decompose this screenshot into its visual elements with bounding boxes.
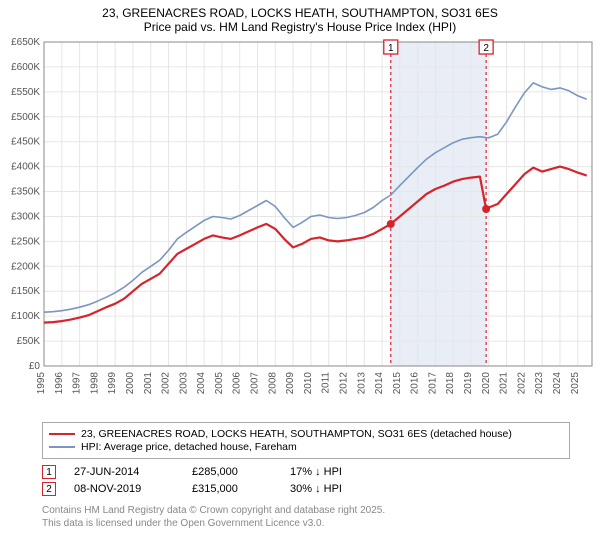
legend-swatch bbox=[49, 446, 75, 448]
annotation-diff: 30% ↓ HPI bbox=[290, 483, 380, 495]
chart-container: 23, GREENACRES ROAD, LOCKS HEATH, SOUTHA… bbox=[0, 0, 600, 530]
line-chart-svg: £0 £50K £100K £150K £200K £250K £300K £350K £400… bbox=[0, 36, 600, 416]
x-tick-label: 2017 bbox=[427, 372, 438, 395]
y-tick-label: £350K bbox=[11, 187, 40, 198]
x-tick-label: 2016 bbox=[410, 372, 421, 395]
y-tick-label: £500K bbox=[11, 112, 40, 123]
x-tick-label: 2022 bbox=[516, 372, 527, 395]
x-tick-label: 2024 bbox=[552, 372, 563, 395]
x-tick-label: 2004 bbox=[196, 372, 207, 395]
footer-line-1: Contains HM Land Registry data © Crown c… bbox=[42, 504, 570, 517]
x-tick-label: 1996 bbox=[54, 372, 65, 395]
x-tick-label: 2015 bbox=[392, 372, 403, 395]
x-tick-label: 2002 bbox=[161, 372, 172, 395]
y-tick-label: £50K bbox=[17, 336, 41, 347]
annotation-price: £285,000 bbox=[192, 466, 272, 478]
x-tick-label: 2006 bbox=[232, 372, 243, 395]
x-tick-label: 2013 bbox=[356, 372, 367, 395]
x-tick-label: 2003 bbox=[178, 372, 189, 395]
plot-area: £0 £50K £100K £150K £200K £250K £300K £350K £400… bbox=[0, 36, 600, 416]
x-tick-label: 2021 bbox=[499, 372, 510, 395]
series-marker bbox=[482, 205, 490, 213]
legend: 23, GREENACRES ROAD, LOCKS HEATH, SOUTHA… bbox=[42, 422, 570, 459]
annotation-price: £315,000 bbox=[192, 483, 272, 495]
x-tick-label: 1995 bbox=[36, 372, 47, 395]
x-tick-label: 2007 bbox=[250, 372, 261, 395]
x-tick-label: 2014 bbox=[374, 372, 385, 395]
x-tick-label: 2025 bbox=[570, 372, 581, 395]
x-tick-label: 2010 bbox=[303, 372, 314, 395]
series-hpi bbox=[44, 83, 587, 312]
y-tick-label: £400K bbox=[11, 162, 40, 173]
y-tick-label: £150K bbox=[11, 286, 40, 297]
x-tick-label: 2009 bbox=[285, 372, 296, 395]
legend-label: 23, GREENACRES ROAD, LOCKS HEATH, SOUTHA… bbox=[81, 428, 512, 440]
series-marker bbox=[387, 220, 395, 228]
legend-item: 23, GREENACRES ROAD, LOCKS HEATH, SOUTHA… bbox=[49, 428, 563, 440]
chart-footer: Contains HM Land Registry data © Crown c… bbox=[42, 504, 570, 530]
chart-title: 23, GREENACRES ROAD, LOCKS HEATH, SOUTHA… bbox=[0, 0, 600, 36]
x-tick-label: 2008 bbox=[267, 372, 278, 395]
annotation-diff: 17% ↓ HPI bbox=[290, 466, 380, 478]
x-tick-label: 2001 bbox=[143, 372, 154, 395]
footer-line-2: This data is licensed under the Open Gov… bbox=[42, 517, 570, 530]
x-tick-label: 1997 bbox=[72, 372, 83, 395]
x-tick-label: 2005 bbox=[214, 372, 225, 395]
y-tick-label: £300K bbox=[11, 211, 40, 222]
x-tick-label: 2019 bbox=[463, 372, 474, 395]
y-tick-label: £200K bbox=[11, 261, 40, 272]
x-tick-label: 2011 bbox=[321, 372, 332, 394]
x-tick-label: 2000 bbox=[125, 372, 136, 395]
annotation-marker: 2 bbox=[42, 482, 56, 496]
legend-label: HPI: Average price, detached house, Fare… bbox=[81, 441, 297, 453]
x-tick-label: 2012 bbox=[338, 372, 349, 395]
title-line-2: Price paid vs. HM Land Registry's House … bbox=[10, 20, 590, 34]
annotation-marker-label: 2 bbox=[483, 43, 489, 54]
series-price_paid bbox=[44, 167, 587, 323]
legend-swatch bbox=[49, 433, 75, 435]
y-tick-label: £100K bbox=[11, 311, 40, 322]
y-tick-label: £550K bbox=[11, 87, 40, 98]
x-tick-label: 2020 bbox=[481, 372, 492, 395]
annotation-marker-label: 1 bbox=[388, 43, 394, 54]
y-tick-label: £0 bbox=[29, 361, 41, 372]
annotation-date: 27-JUN-2014 bbox=[74, 466, 174, 478]
annotation-row: 2 08-NOV-2019 £315,000 30% ↓ HPI bbox=[42, 482, 570, 496]
annotation-date: 08-NOV-2019 bbox=[74, 483, 174, 495]
y-tick-label: £650K bbox=[11, 37, 40, 48]
annotation-table: 1 27-JUN-2014 £285,000 17% ↓ HPI 2 08-NOV-201… bbox=[42, 465, 570, 496]
x-tick-label: 2018 bbox=[445, 372, 456, 395]
x-tick-label: 2023 bbox=[534, 372, 545, 395]
annotation-marker: 1 bbox=[42, 465, 56, 479]
shaded-band bbox=[391, 42, 486, 366]
title-line-1: 23, GREENACRES ROAD, LOCKS HEATH, SOUTHA… bbox=[10, 6, 590, 20]
x-tick-label: 1999 bbox=[107, 372, 118, 395]
legend-item: HPI: Average price, detached house, Fare… bbox=[49, 441, 563, 453]
y-tick-label: £250K bbox=[11, 236, 40, 247]
annotation-row: 1 27-JUN-2014 £285,000 17% ↓ HPI bbox=[42, 465, 570, 479]
y-tick-label: £450K bbox=[11, 137, 40, 148]
y-tick-label: £600K bbox=[11, 62, 40, 73]
x-tick-label: 1998 bbox=[89, 372, 100, 395]
